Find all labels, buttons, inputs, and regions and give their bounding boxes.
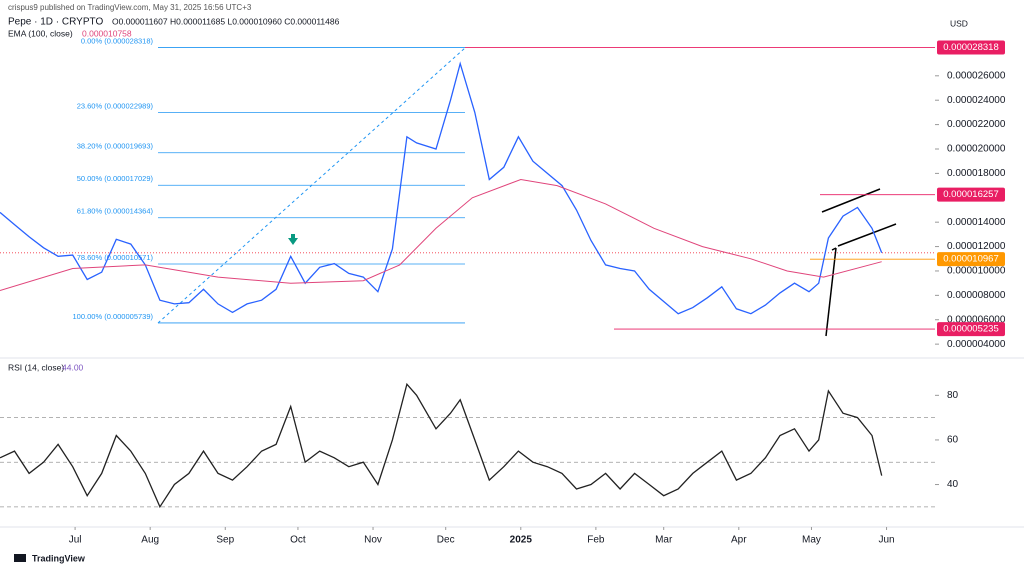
series-line	[0, 61, 883, 315]
series-line	[0, 382, 883, 509]
fib-label: 78.60% (0.000010571)	[77, 253, 154, 262]
y-tick-label: 0.000022000	[947, 119, 1006, 130]
x-tick-label: Oct	[290, 535, 306, 546]
y-tick-label: 0.000004000	[947, 339, 1006, 350]
y-tick-label: 0.000010000	[947, 266, 1006, 277]
price-label-box	[937, 252, 1005, 267]
arrow	[288, 234, 298, 245]
rsi-title: RSI (14, close)	[8, 362, 64, 372]
x-tick-label: Dec	[437, 535, 455, 546]
y-tick-label: 0.000024000	[947, 95, 1006, 106]
series-line	[0, 178, 882, 291]
x-tick-label: Apr	[731, 535, 747, 546]
fib-label: 61.80% (0.000014364)	[77, 207, 154, 216]
ohlc: O0.000011607 H0.000011685 L0.000010960 C…	[112, 16, 340, 26]
price-label: 0.000005235	[943, 324, 998, 335]
x-tick-label: 2025	[510, 535, 533, 546]
fib-label: 23.60% (0.000022989)	[77, 102, 154, 111]
x-tick-label: Feb	[587, 535, 605, 546]
y-tick-label: 80	[947, 390, 959, 401]
fib-label: 38.20% (0.000019693)	[77, 142, 154, 151]
y-tick-label: 0.000018000	[947, 168, 1006, 179]
y-tick-label: 0.000026000	[947, 70, 1006, 81]
fib-label: 0.00% (0.000028318)	[81, 37, 154, 46]
y-tick-label: 40	[947, 479, 959, 490]
x-tick-label: Aug	[141, 535, 159, 546]
price-label-box	[937, 187, 1005, 202]
wedge-line	[821, 188, 881, 213]
y-tick-label: 0.000006000	[947, 314, 1006, 325]
wedge-line	[837, 223, 897, 247]
x-tick-label: Mar	[655, 535, 673, 546]
price-label-box	[937, 322, 1005, 337]
logo	[14, 554, 26, 562]
y-tick-label: 0.000008000	[947, 290, 1006, 301]
y-tick-label: 0.000012000	[947, 241, 1006, 252]
price-label: 0.000010967	[943, 254, 998, 265]
x-tick-label: Nov	[364, 535, 382, 546]
price-label: 0.000028318	[943, 42, 998, 53]
ema-value: 0.000010758	[82, 28, 132, 38]
price-label-box	[937, 40, 1005, 55]
y-tick-label: 0.000020000	[947, 144, 1006, 155]
fib-label: 50.00% (0.000017029)	[77, 174, 154, 183]
x-tick-label: Jun	[878, 535, 894, 546]
rsi-last: 44.00	[62, 362, 84, 372]
x-tick-label: Jul	[69, 535, 82, 546]
y-tick-label: 60	[947, 435, 959, 446]
publisher: crispus9 published on TradingView.com, M…	[8, 3, 252, 12]
price-label: 0.000016257	[943, 189, 998, 200]
currency: USD	[950, 18, 968, 28]
ema-label: EMA (100, close)	[8, 28, 73, 38]
footer: TradingView	[32, 553, 86, 563]
symbol: Pepe · 1D · CRYPTO	[8, 17, 103, 28]
y-tick-label: 0.000014000	[947, 217, 1006, 228]
wedge-line	[831, 247, 837, 251]
wedge-line	[825, 247, 837, 337]
x-tick-label: May	[802, 535, 821, 546]
fib-label: 100.00% (0.000005739)	[73, 312, 154, 321]
x-tick-label: Sep	[216, 535, 234, 546]
